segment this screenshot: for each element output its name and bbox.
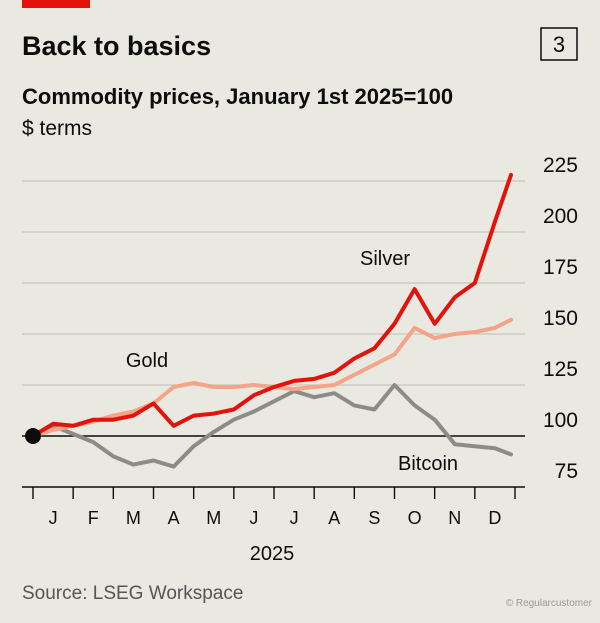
chart-title: Back to basics bbox=[22, 31, 211, 61]
series-label: Gold bbox=[126, 350, 168, 372]
x-tick-label: N bbox=[448, 508, 461, 528]
x-axis-label: 2025 bbox=[250, 543, 295, 565]
series-line bbox=[31, 172, 513, 438]
y-tick-label: 150 bbox=[543, 307, 578, 330]
x-tick-label: J bbox=[49, 508, 58, 528]
y-tick-label: 225 bbox=[543, 154, 578, 177]
series-line bbox=[31, 383, 513, 469]
watermark: © Regularcustomer bbox=[506, 598, 593, 609]
y-tick-label: 75 bbox=[555, 460, 578, 483]
series-label: Bitcoin bbox=[398, 453, 458, 475]
x-tick-label: J bbox=[290, 508, 299, 528]
brand-bar bbox=[22, 0, 90, 8]
start-dot bbox=[25, 428, 41, 444]
y-tick-label: 175 bbox=[543, 256, 578, 279]
x-tick-label: A bbox=[328, 508, 340, 528]
chart-number-box bbox=[540, 27, 578, 61]
chart-number: 3 bbox=[553, 32, 565, 57]
source: Source: LSEG Workspace bbox=[22, 583, 243, 604]
series-label: Silver bbox=[360, 248, 410, 270]
subtitle: Commodity prices, January 1st 2025=100 bbox=[22, 84, 453, 109]
x-tick-label: J bbox=[249, 508, 258, 528]
unit-label: $ terms bbox=[22, 117, 92, 140]
x-tick-label: A bbox=[168, 508, 180, 528]
x-tick-label: F bbox=[88, 508, 99, 528]
y-tick-label: 200 bbox=[543, 205, 578, 228]
y-tick-label: 125 bbox=[543, 358, 578, 381]
x-tick-label: S bbox=[368, 508, 380, 528]
x-tick-label: O bbox=[408, 508, 422, 528]
x-tick-label: M bbox=[206, 508, 221, 528]
x-tick-label: D bbox=[488, 508, 501, 528]
y-tick-label: 100 bbox=[543, 409, 578, 432]
x-tick-label: M bbox=[126, 508, 141, 528]
